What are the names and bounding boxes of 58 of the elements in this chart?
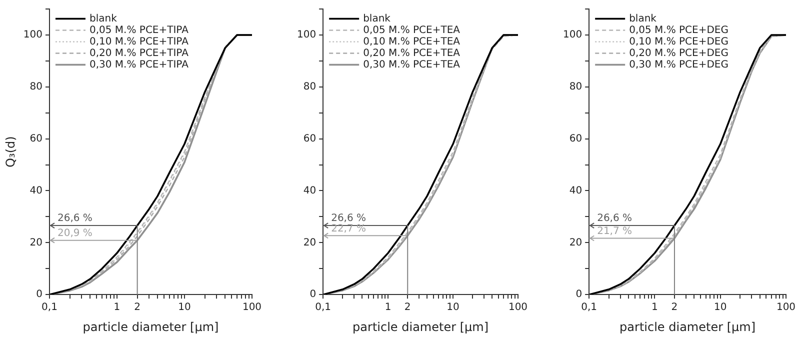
y-axis-title: Q₃(d) xyxy=(3,136,18,168)
x-tick-label: 100 xyxy=(242,302,262,314)
y-tick-label: 100 xyxy=(23,30,42,41)
y-tick-label: 20 xyxy=(569,237,582,248)
x-tick-label: 100 xyxy=(776,302,796,314)
x-axis-title: particle diameter [µm] xyxy=(352,320,489,334)
x-tick-label: 2 xyxy=(671,302,678,314)
x-tick-label: 10 xyxy=(446,302,460,314)
x-tick-label: 100 xyxy=(508,302,528,314)
y-tick-label: 0 xyxy=(576,289,582,300)
ref-line-label: 22,7 % xyxy=(331,223,366,234)
legend-label: 0,10 M.% PCE+TIPA xyxy=(89,36,189,48)
legend-label: 0,20 M.% PCE+TEA xyxy=(363,48,460,59)
x-tick-label: 0,1 xyxy=(42,302,58,314)
y-tick-label: 0 xyxy=(36,289,42,300)
y-tick-label: 0 xyxy=(310,289,316,300)
ref-line-label: 26,6 % xyxy=(331,213,366,224)
y-tick-label: 100 xyxy=(562,30,582,41)
legend-label: 0,05 M.% PCE+TIPA xyxy=(89,24,189,36)
x-tick-label: 2 xyxy=(134,302,140,314)
y-tick-label: 40 xyxy=(303,185,316,196)
legend-label: 0,20 M.% PCE+DEG xyxy=(629,48,729,59)
y-tick-label: 60 xyxy=(303,133,316,144)
x-tick-label: 0,1 xyxy=(315,302,332,314)
x-tick-label: 10 xyxy=(178,302,191,314)
y-tick-label: 40 xyxy=(569,185,582,196)
y-tick-label: 80 xyxy=(569,81,582,92)
y-tick-label: 20 xyxy=(303,237,316,248)
legend-label: 0,30 M.% PCE+TEA xyxy=(363,59,460,70)
legend-label: 0,05 M.% PCE+TEA xyxy=(363,24,460,36)
ref-line-label: 20,9 % xyxy=(57,228,92,239)
y-tick-label: 40 xyxy=(30,185,42,196)
y-tick-label: 80 xyxy=(303,81,316,92)
legend-label: 0,30 M.% PCE+DEG xyxy=(629,59,729,70)
legend-label: 0,10 M.% PCE+TEA xyxy=(363,36,460,48)
legend-label: 0,05 M.% PCE+DEG xyxy=(629,24,729,36)
x-tick-label: 0,1 xyxy=(581,302,598,314)
x-axis-title: particle diameter [µm] xyxy=(620,320,756,334)
x-tick-label: 10 xyxy=(714,302,727,314)
legend-label: 0,20 M.% PCE+TIPA xyxy=(89,48,189,59)
legend-label: blank xyxy=(89,13,118,24)
ref-line-label: 21,7 % xyxy=(597,226,632,237)
x-tick-label: 1 xyxy=(384,302,392,314)
y-tick-label: 60 xyxy=(30,133,42,144)
x-axis-title: particle diameter [µm] xyxy=(82,320,219,334)
y-tick-label: 20 xyxy=(30,237,42,248)
x-tick-label: 1 xyxy=(652,302,658,314)
x-tick-label: 2 xyxy=(404,302,411,314)
x-tick-label: 1 xyxy=(114,302,120,314)
legend-label: 0,30 M.% PCE+TIPA xyxy=(89,59,189,70)
legend-label: 0,10 M.% PCE+DEG xyxy=(629,36,729,48)
legend-label: blank xyxy=(629,13,657,24)
y-tick-label: 100 xyxy=(296,30,316,41)
ref-line-label: 26,6 % xyxy=(597,213,632,224)
y-tick-label: 80 xyxy=(30,81,42,92)
legend-label: blank xyxy=(363,13,391,24)
ref-line-label: 26,6 % xyxy=(57,213,92,224)
y-tick-label: 60 xyxy=(569,133,582,144)
